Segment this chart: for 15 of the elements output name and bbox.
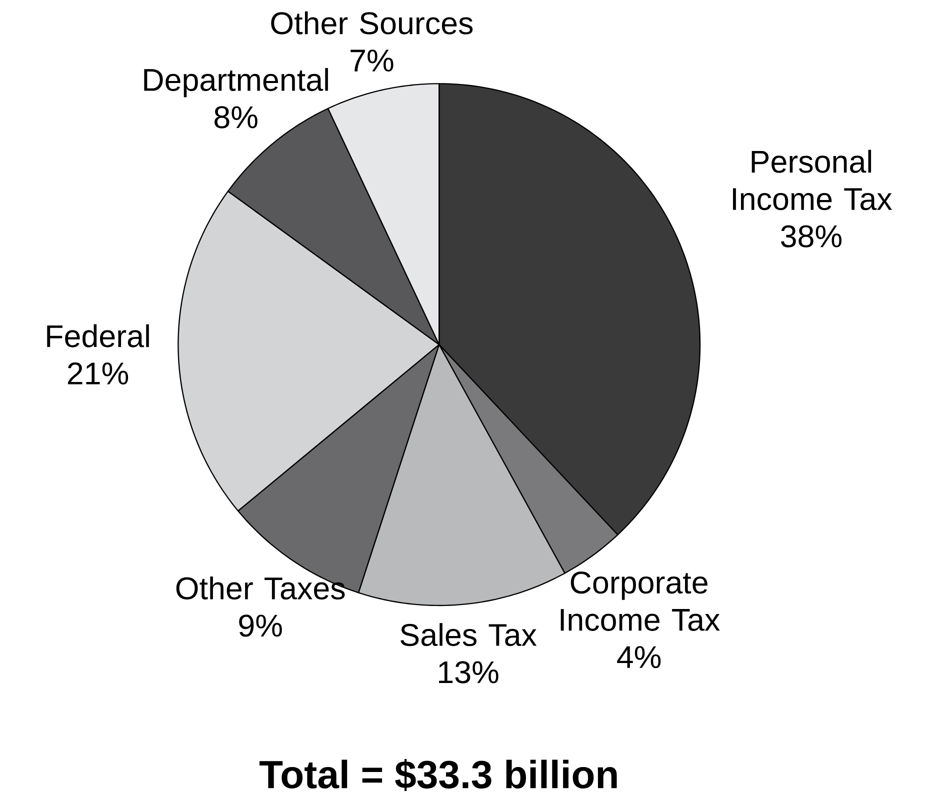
slice-label: Personal Income Tax [733,150,892,210]
slice-label: Corporate Income Tax [560,571,720,631]
data-label: 38% [781,225,842,248]
slice-label: Sales Tax [400,622,537,646]
data-label: 21% [68,362,128,384]
slice-label: Other Taxes [176,576,345,600]
slice-label: Other Sources [271,11,473,34]
slice-label: Departmental [144,68,328,98]
data-label: 8% [214,106,258,128]
data-label: 7% [350,49,394,72]
data-label: 13% [439,660,498,684]
slice-label: Federal [47,324,149,348]
data-label: 4% [617,646,661,668]
data-label: 9% [239,614,282,637]
text: Total = $33.3 billion [260,758,617,791]
